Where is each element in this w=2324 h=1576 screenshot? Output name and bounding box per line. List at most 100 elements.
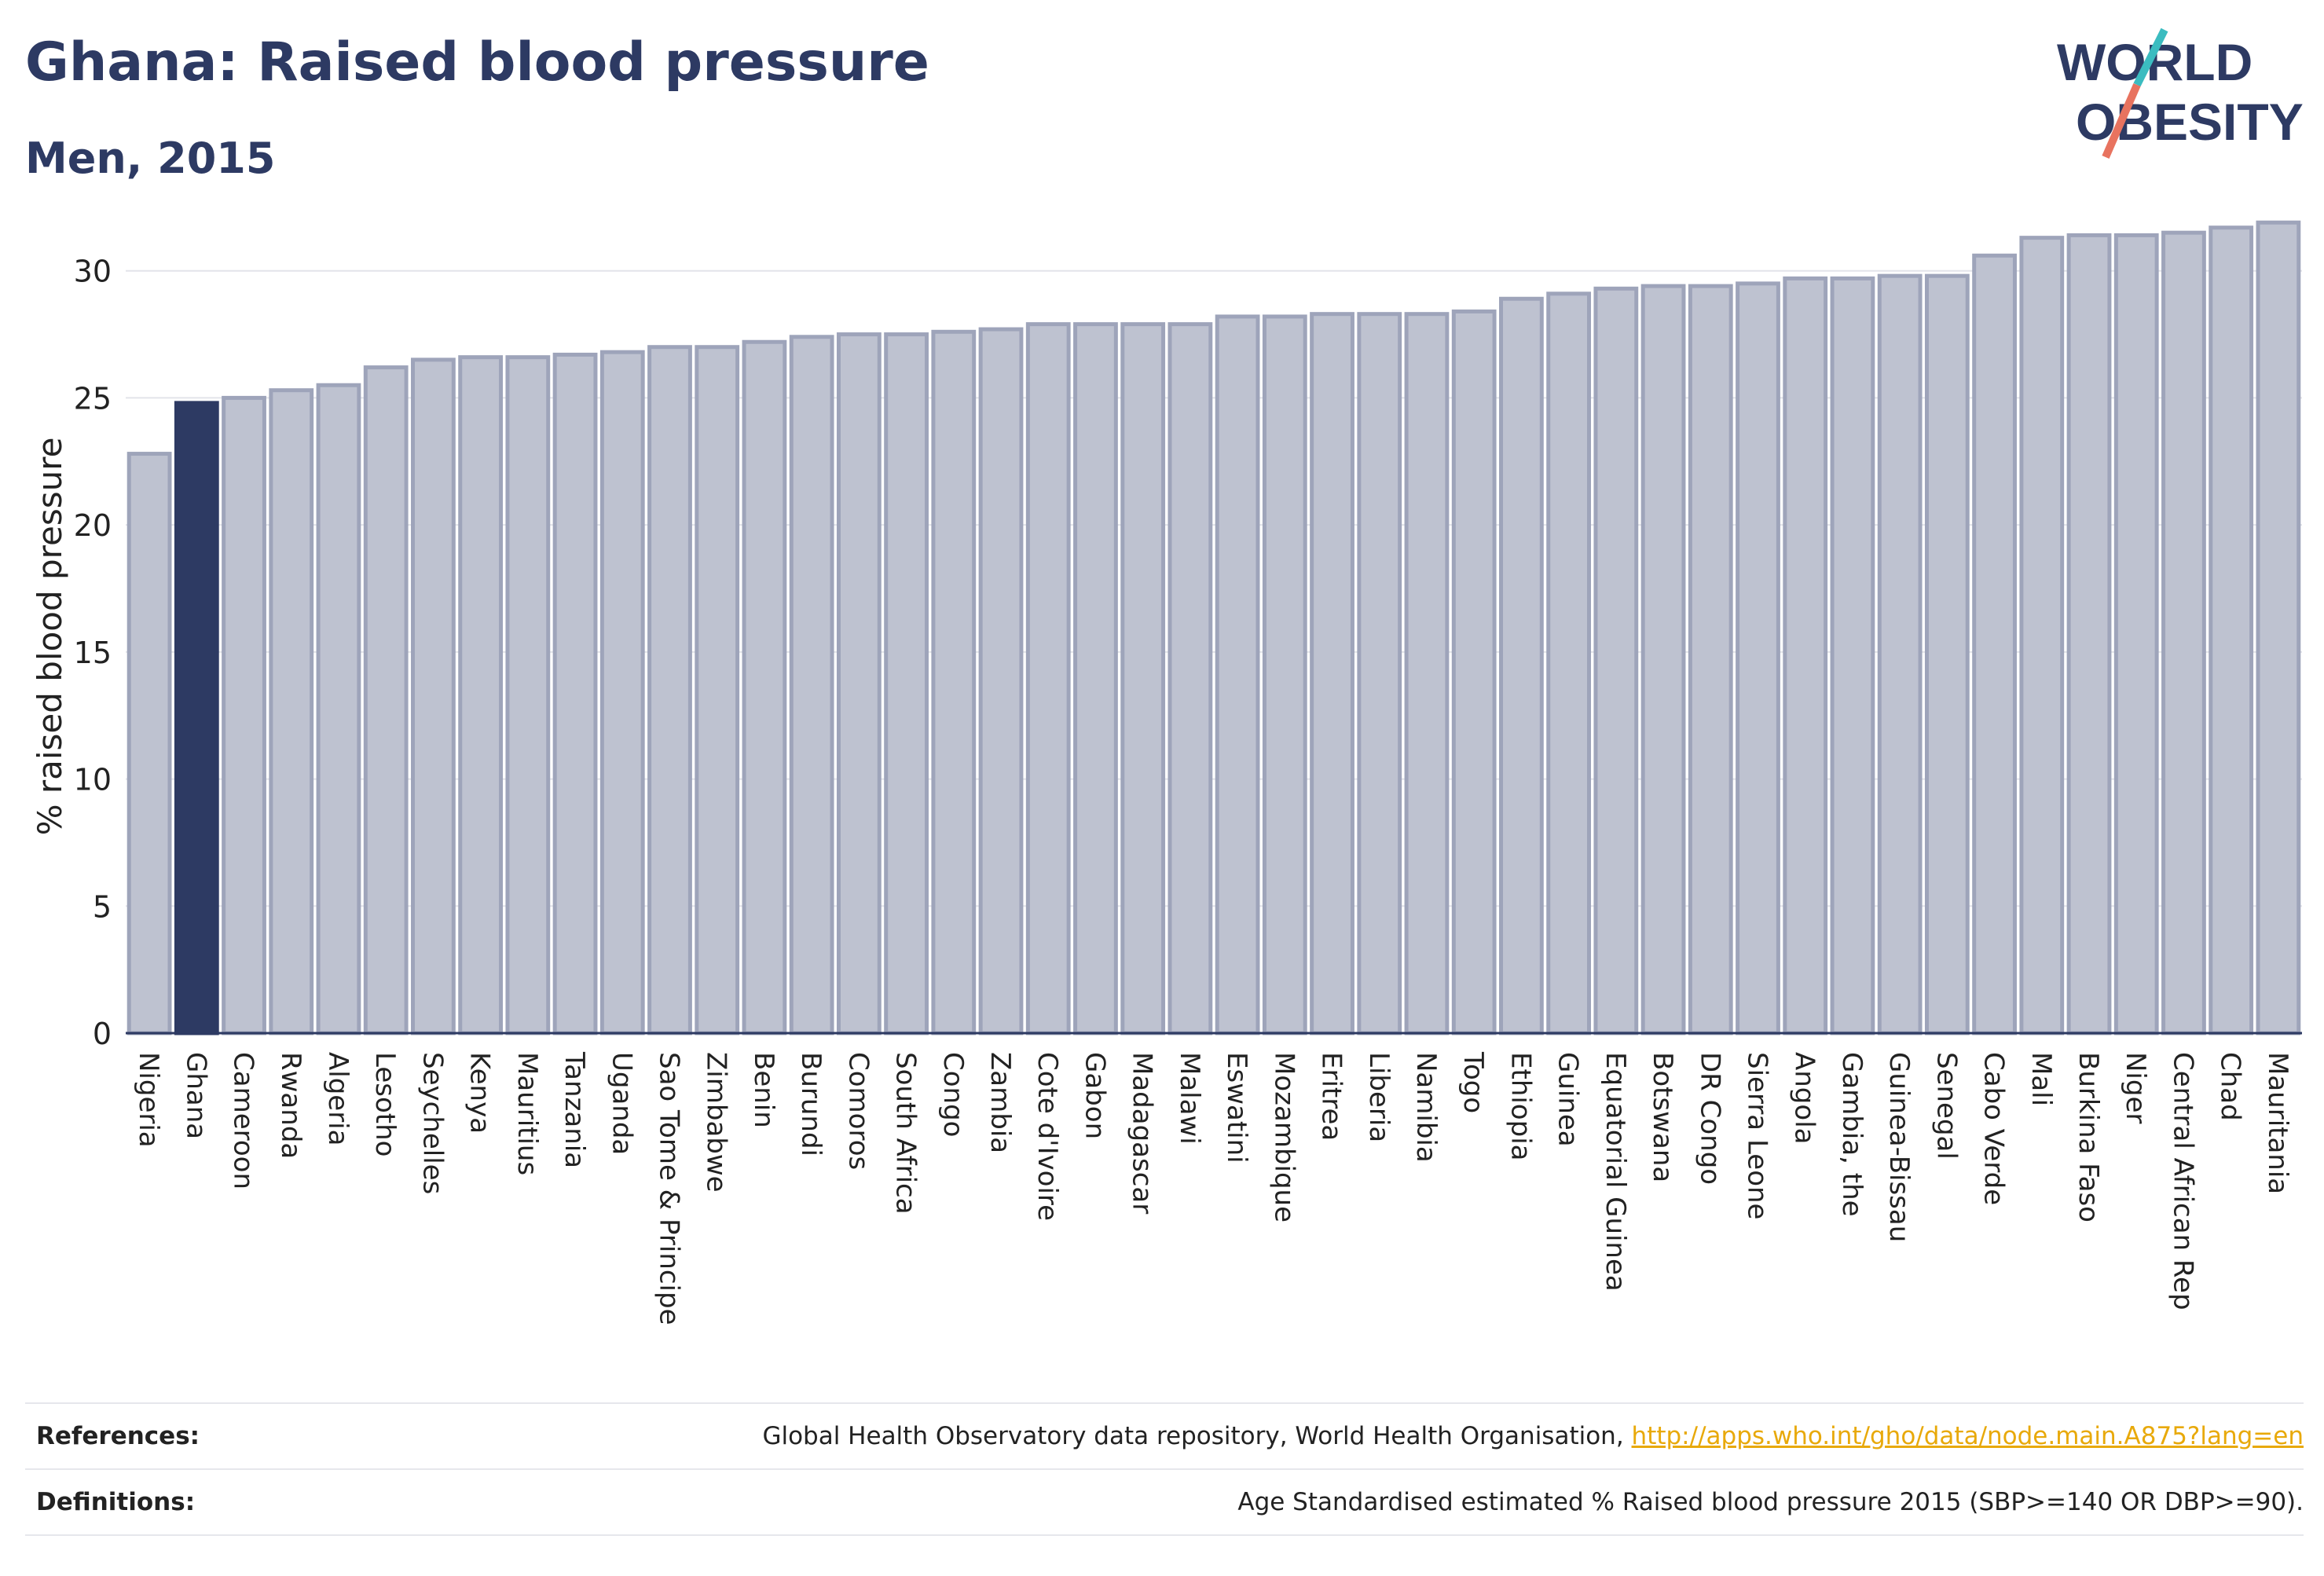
x-tick-label: Namibia [1410, 1052, 1442, 1163]
x-tick-label: Central African Rep [2167, 1052, 2198, 1310]
x-tick-label: Equatorial Guinea [1600, 1052, 1631, 1292]
references-row: References: Global Health Observatory da… [25, 1402, 2304, 1468]
bar-sierra-leone [1736, 281, 1780, 1035]
x-tick-label: Botswana [1647, 1052, 1678, 1182]
x-tick-label: Niger [2120, 1052, 2151, 1123]
bar-congo [931, 329, 977, 1035]
y-axis-label: % raised blood pressure [31, 438, 69, 836]
x-tick-label: Mali [2025, 1052, 2057, 1106]
world-obesity-logo: WORLD OBESITY [2057, 27, 2304, 159]
x-tick-label: Sierra Leone [1742, 1052, 1773, 1219]
x-tick-label: Eritrea [1316, 1052, 1347, 1141]
bar-togo [1451, 309, 1497, 1035]
x-tick-label: Gabon [1079, 1052, 1110, 1139]
bar-mali [2019, 236, 2065, 1035]
x-tick-label: Guinea [1552, 1052, 1584, 1147]
x-tick-label: Nigeria [133, 1052, 164, 1148]
bar-chad [2209, 225, 2254, 1035]
y-tick-label: 30 [74, 255, 112, 289]
references-label: References: [36, 1422, 200, 1450]
x-tick-label: Eswatini [1221, 1052, 1252, 1164]
bar-guinea [1546, 291, 1592, 1035]
x-tick-label: Lesotho [369, 1052, 401, 1156]
bar-benin [742, 339, 787, 1035]
bar-angola [1783, 276, 1828, 1035]
x-tick-label: Sao Tome & Principe [654, 1052, 685, 1325]
bar-lesotho [363, 365, 409, 1035]
x-tick-label: DR Congo [1694, 1052, 1725, 1185]
references-text: Global Health Observatory data repositor… [762, 1422, 1632, 1450]
x-tick-label: Angola [1789, 1052, 1820, 1144]
x-tick-label: Burundi [795, 1052, 827, 1156]
bar-liberia [1357, 312, 1402, 1035]
bar-kenya [458, 355, 504, 1035]
y-tick-label: 5 [93, 889, 112, 924]
x-tick-label: Guinea-Bissau [1883, 1052, 1915, 1242]
bar-guinea-bissau [1877, 273, 1923, 1035]
bar-cabo-verde [1972, 253, 2017, 1035]
x-tick-label: Mozambique [1268, 1052, 1299, 1222]
x-tick-label: Seychelles [416, 1052, 448, 1194]
bar-cote-d-ivoire [1025, 322, 1071, 1035]
bar-cameroon [222, 395, 266, 1035]
bar-equatorial-guinea [1593, 286, 1639, 1035]
y-axis-ticks: 0 5 10 15 20 25 30 [74, 255, 112, 1051]
x-tick-label: Mauritania [2262, 1052, 2293, 1194]
x-tick-label: Benin [748, 1052, 779, 1128]
bar-rwanda [269, 388, 314, 1035]
x-tick-label: Liberia [1363, 1052, 1395, 1142]
bar-burkina-faso [2066, 233, 2112, 1035]
bar-mauritania [2256, 220, 2301, 1035]
bar-algeria [316, 383, 361, 1035]
x-tick-label: Comoros [842, 1052, 874, 1170]
bar-niger [2113, 233, 2159, 1035]
y-tick-label: 25 [74, 381, 112, 416]
x-tick-label: Congo [937, 1052, 969, 1137]
bar-ethiopia [1499, 296, 1544, 1035]
definitions-row: Definitions: Age Standardised estimated … [25, 1468, 2304, 1536]
bar-nigeria [126, 452, 172, 1035]
references-link[interactable]: http://apps.who.int/gho/data/node.main.A… [1631, 1422, 2304, 1450]
y-tick-label: 10 [74, 763, 112, 797]
x-tick-label: Mauritius [511, 1052, 543, 1175]
footer: References: Global Health Observatory da… [25, 1402, 2304, 1536]
chart-title: Ghana: Raised blood pressure [25, 31, 929, 93]
bar-chart: 0 5 10 15 20 25 30 Nigeria Ghana Cameroon Rwanda A… [31, 220, 2302, 1325]
x-tick-label: Chad [2215, 1052, 2246, 1121]
x-tick-label: Kenya [464, 1052, 496, 1134]
bars [126, 220, 2301, 1035]
logo-slash-teal-icon [2133, 27, 2168, 87]
x-tick-label: Uganda [606, 1052, 637, 1155]
x-tick-label: Ghana [180, 1052, 211, 1139]
bar-mauritius [505, 355, 551, 1035]
x-tick-label: Malawi [1174, 1052, 1205, 1145]
bar-eritrea [1310, 312, 1354, 1035]
definitions-value: Age Standardised estimated % Raised bloo… [1237, 1488, 2304, 1516]
bar-eswatini [1215, 314, 1260, 1035]
bar-madagascar [1120, 322, 1166, 1035]
bar-central-african-rep [2161, 230, 2206, 1035]
x-tick-label: Zimbabwe [701, 1052, 732, 1193]
bar-dr-congo [1688, 284, 1733, 1035]
definitions-label: Definitions: [36, 1488, 196, 1516]
bar-tanzania [552, 352, 598, 1035]
x-tick-label: Madagascar [1127, 1052, 1158, 1214]
bar-seychelles [411, 357, 456, 1035]
y-tick-label: 0 [93, 1017, 112, 1051]
x-tick-label: Tanzania [559, 1051, 590, 1168]
bar-burundi [789, 335, 834, 1035]
x-tick-label: Cameroon [228, 1052, 259, 1189]
bar-senegal [1924, 273, 1970, 1035]
bar-gabon [1073, 322, 1118, 1035]
x-axis-labels: Nigeria Ghana Cameroon Rwanda Algeria Lesotho… [133, 1051, 2293, 1325]
bar-zimbabwe [695, 345, 740, 1035]
bar-gambia-the [1830, 276, 1875, 1035]
bar-namibia [1404, 312, 1450, 1035]
x-tick-label: Burkina Faso [2073, 1052, 2104, 1222]
x-tick-label: Ethiopia [1505, 1052, 1536, 1160]
x-tick-label: Rwanda [275, 1052, 306, 1159]
bar-uganda [599, 350, 645, 1035]
x-tick-label: Senegal [1930, 1052, 1962, 1160]
bar-ghana [174, 401, 219, 1035]
references-value: Global Health Observatory data repositor… [762, 1422, 2304, 1450]
